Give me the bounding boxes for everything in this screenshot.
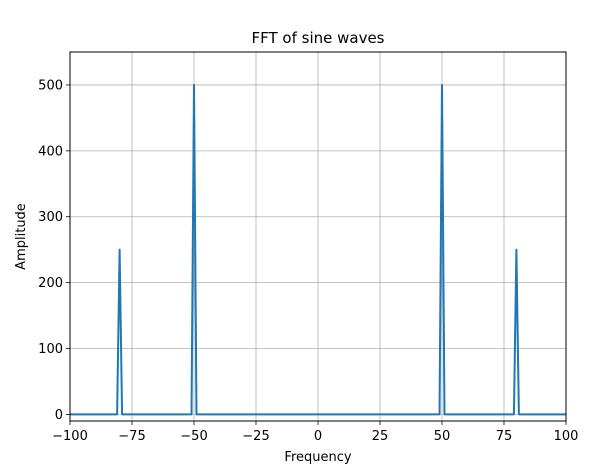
x-tick-label: 75: [496, 429, 513, 444]
x-tick-label: 0: [314, 429, 322, 444]
series-line: [70, 83, 566, 416]
y-tick-label: 300: [38, 210, 63, 225]
y-tick-label: 500: [38, 78, 63, 93]
grid: [69, 52, 567, 421]
series-layer: [70, 83, 566, 416]
x-tick-label: 50: [434, 429, 451, 444]
y-tick-label: 0: [55, 408, 63, 423]
x-axis-label: Frequency: [284, 450, 351, 465]
x-tick-label: 100: [554, 429, 579, 444]
x-tick-label: −75: [118, 429, 145, 444]
x-tick-label: −50: [180, 429, 207, 444]
x-tick-label: −100: [52, 429, 88, 444]
y-tick-label: 200: [38, 276, 63, 291]
chart-title: FFT of sine waves: [251, 29, 384, 47]
x-axis: −100 −75 −50 −25 0 25 50 75 100: [52, 421, 578, 444]
x-tick-label: −25: [242, 429, 269, 444]
y-axis-label: Amplitude: [14, 203, 29, 270]
x-tick-label: 25: [372, 429, 389, 444]
y-tick-label: 400: [38, 144, 63, 159]
y-tick-label: 100: [38, 342, 63, 357]
y-axis: 0 100 200 300 400 500: [38, 78, 70, 423]
